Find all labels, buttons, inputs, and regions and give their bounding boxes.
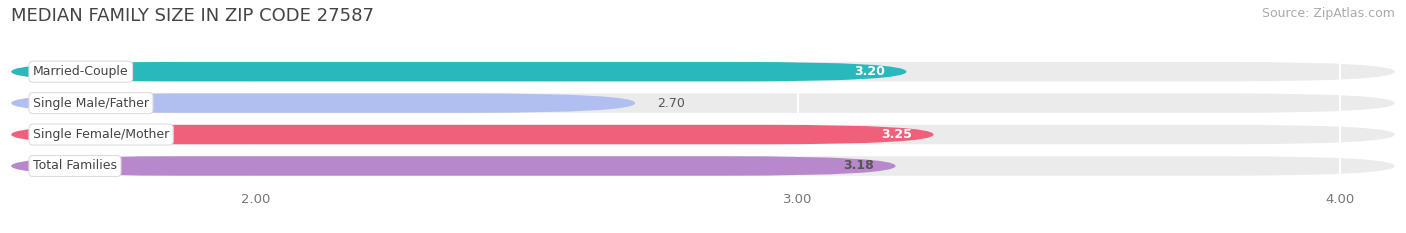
- FancyBboxPatch shape: [11, 125, 1395, 144]
- Text: Total Families: Total Families: [32, 159, 117, 172]
- Text: MEDIAN FAMILY SIZE IN ZIP CODE 27587: MEDIAN FAMILY SIZE IN ZIP CODE 27587: [11, 7, 374, 25]
- Text: Source: ZipAtlas.com: Source: ZipAtlas.com: [1261, 7, 1395, 20]
- FancyBboxPatch shape: [11, 62, 907, 81]
- Text: 2.70: 2.70: [657, 97, 685, 110]
- Text: Married-Couple: Married-Couple: [32, 65, 128, 78]
- Text: 3.20: 3.20: [853, 65, 884, 78]
- Text: 3.18: 3.18: [844, 159, 875, 172]
- FancyBboxPatch shape: [11, 93, 1395, 113]
- FancyBboxPatch shape: [11, 156, 1395, 176]
- FancyBboxPatch shape: [11, 156, 896, 176]
- FancyBboxPatch shape: [11, 125, 934, 144]
- FancyBboxPatch shape: [11, 62, 1395, 81]
- FancyBboxPatch shape: [11, 93, 636, 113]
- Text: Single Female/Mother: Single Female/Mother: [32, 128, 169, 141]
- Text: 3.25: 3.25: [882, 128, 912, 141]
- Text: Single Male/Father: Single Male/Father: [32, 97, 149, 110]
